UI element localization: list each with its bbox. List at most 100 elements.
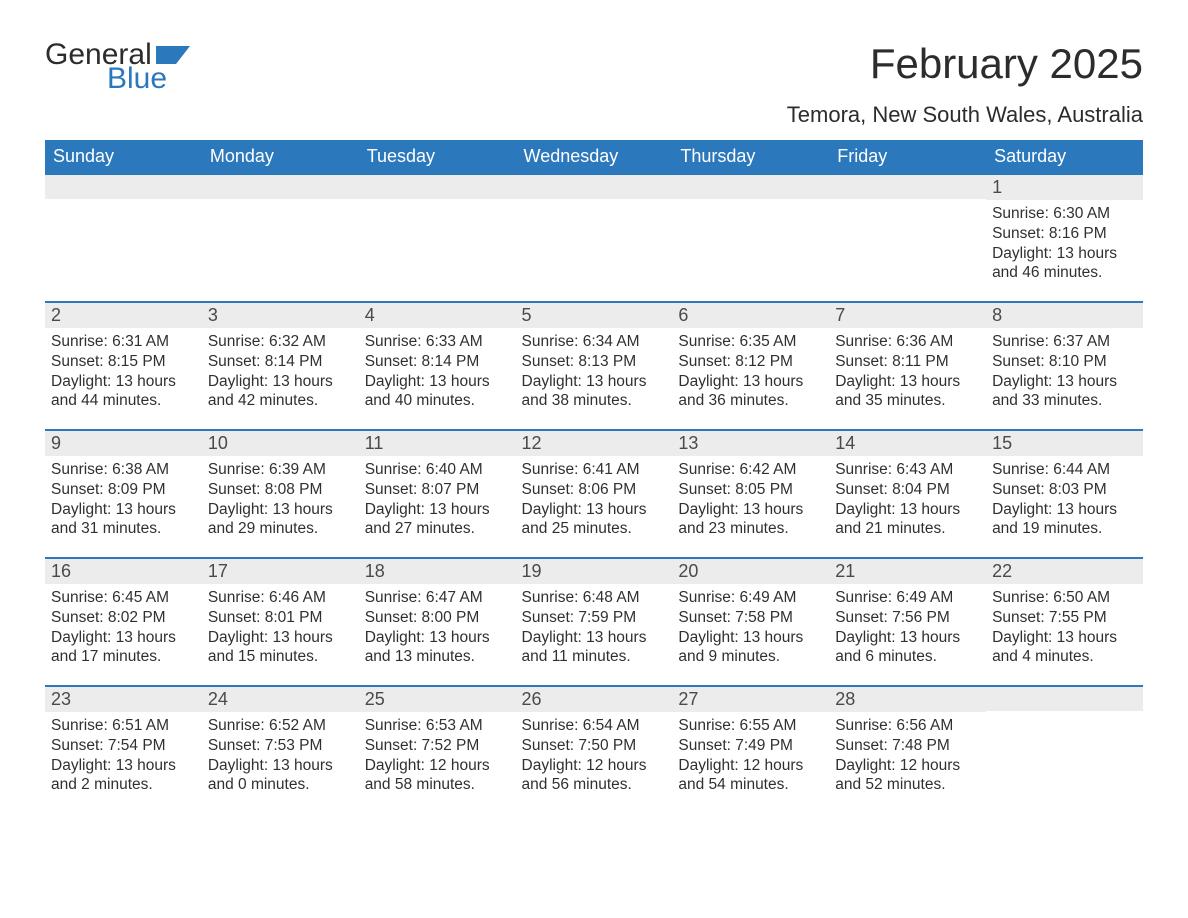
sunset-text: Sunset: 8:03 PM [992,480,1137,500]
empty-day-bar [516,173,673,199]
sunset-text: Sunset: 8:07 PM [365,480,510,500]
sunset-text: Sunset: 8:08 PM [208,480,353,500]
day-number: 14 [829,429,986,456]
sunrise-text: Sunrise: 6:51 AM [51,716,196,736]
daylight-text: Daylight: 13 hours and 2 minutes. [51,756,196,796]
day-details: Sunrise: 6:51 AMSunset: 7:54 PMDaylight:… [45,712,202,801]
sunrise-text: Sunrise: 6:49 AM [835,588,980,608]
calendar-cell [986,685,1143,801]
calendar-cell: 2Sunrise: 6:31 AMSunset: 8:15 PMDaylight… [45,301,202,429]
sunrise-text: Sunrise: 6:42 AM [678,460,823,480]
day-number: 9 [45,429,202,456]
day-number: 7 [829,301,986,328]
daylight-text: Daylight: 13 hours and 44 minutes. [51,372,196,412]
day-number: 24 [202,685,359,712]
calendar-cell: 24Sunrise: 6:52 AMSunset: 7:53 PMDayligh… [202,685,359,801]
calendar-cell: 10Sunrise: 6:39 AMSunset: 8:08 PMDayligh… [202,429,359,557]
sunset-text: Sunset: 8:14 PM [208,352,353,372]
day-details: Sunrise: 6:50 AMSunset: 7:55 PMDaylight:… [986,584,1143,673]
calendar-cell: 17Sunrise: 6:46 AMSunset: 8:01 PMDayligh… [202,557,359,685]
day-details: Sunrise: 6:38 AMSunset: 8:09 PMDaylight:… [45,456,202,545]
page-title: February 2025 [870,40,1143,88]
day-number: 15 [986,429,1143,456]
sunset-text: Sunset: 7:52 PM [365,736,510,756]
day-details: Sunrise: 6:43 AMSunset: 8:04 PMDaylight:… [829,456,986,545]
daylight-text: Daylight: 12 hours and 58 minutes. [365,756,510,796]
day-details: Sunrise: 6:49 AMSunset: 7:58 PMDaylight:… [672,584,829,673]
daylight-text: Daylight: 13 hours and 13 minutes. [365,628,510,668]
day-details: Sunrise: 6:42 AMSunset: 8:05 PMDaylight:… [672,456,829,545]
sunrise-text: Sunrise: 6:40 AM [365,460,510,480]
daylight-text: Daylight: 13 hours and 40 minutes. [365,372,510,412]
day-details: Sunrise: 6:36 AMSunset: 8:11 PMDaylight:… [829,328,986,417]
day-number: 28 [829,685,986,712]
day-number: 18 [359,557,516,584]
day-number: 13 [672,429,829,456]
sunset-text: Sunset: 7:53 PM [208,736,353,756]
sunrise-text: Sunrise: 6:31 AM [51,332,196,352]
day-details: Sunrise: 6:33 AMSunset: 8:14 PMDaylight:… [359,328,516,417]
sunset-text: Sunset: 8:16 PM [992,224,1137,244]
sunrise-text: Sunrise: 6:53 AM [365,716,510,736]
column-header: Saturday [986,140,1143,173]
daylight-text: Daylight: 13 hours and 21 minutes. [835,500,980,540]
logo: General Blue [45,40,190,94]
sunset-text: Sunset: 7:48 PM [835,736,980,756]
sunrise-text: Sunrise: 6:56 AM [835,716,980,736]
day-number: 1 [986,173,1143,200]
daylight-text: Daylight: 13 hours and 33 minutes. [992,372,1137,412]
location-subtitle: Temora, New South Wales, Australia [45,102,1143,128]
day-number: 10 [202,429,359,456]
calendar-table: SundayMondayTuesdayWednesdayThursdayFrid… [45,140,1143,801]
calendar-cell: 19Sunrise: 6:48 AMSunset: 7:59 PMDayligh… [516,557,673,685]
day-details: Sunrise: 6:39 AMSunset: 8:08 PMDaylight:… [202,456,359,545]
day-details: Sunrise: 6:46 AMSunset: 8:01 PMDaylight:… [202,584,359,673]
day-number: 21 [829,557,986,584]
day-number: 8 [986,301,1143,328]
calendar-cell [45,173,202,301]
day-number: 17 [202,557,359,584]
day-details: Sunrise: 6:44 AMSunset: 8:03 PMDaylight:… [986,456,1143,545]
calendar-cell: 8Sunrise: 6:37 AMSunset: 8:10 PMDaylight… [986,301,1143,429]
day-details: Sunrise: 6:52 AMSunset: 7:53 PMDaylight:… [202,712,359,801]
daylight-text: Daylight: 13 hours and 25 minutes. [522,500,667,540]
calendar-cell: 15Sunrise: 6:44 AMSunset: 8:03 PMDayligh… [986,429,1143,557]
day-number: 22 [986,557,1143,584]
day-details: Sunrise: 6:53 AMSunset: 7:52 PMDaylight:… [359,712,516,801]
calendar-cell [202,173,359,301]
daylight-text: Daylight: 13 hours and 19 minutes. [992,500,1137,540]
sunset-text: Sunset: 7:58 PM [678,608,823,628]
sunset-text: Sunset: 8:09 PM [51,480,196,500]
sunset-text: Sunset: 8:01 PM [208,608,353,628]
sunset-text: Sunset: 7:56 PM [835,608,980,628]
calendar-cell: 22Sunrise: 6:50 AMSunset: 7:55 PMDayligh… [986,557,1143,685]
day-number: 4 [359,301,516,328]
sunset-text: Sunset: 8:04 PM [835,480,980,500]
sunrise-text: Sunrise: 6:36 AM [835,332,980,352]
sunrise-text: Sunrise: 6:45 AM [51,588,196,608]
calendar-cell: 21Sunrise: 6:49 AMSunset: 7:56 PMDayligh… [829,557,986,685]
day-details: Sunrise: 6:48 AMSunset: 7:59 PMDaylight:… [516,584,673,673]
sunrise-text: Sunrise: 6:50 AM [992,588,1137,608]
column-header: Friday [829,140,986,173]
sunrise-text: Sunrise: 6:35 AM [678,332,823,352]
sunrise-text: Sunrise: 6:48 AM [522,588,667,608]
daylight-text: Daylight: 13 hours and 11 minutes. [522,628,667,668]
column-header: Wednesday [516,140,673,173]
daylight-text: Daylight: 13 hours and 4 minutes. [992,628,1137,668]
daylight-text: Daylight: 13 hours and 15 minutes. [208,628,353,668]
sunrise-text: Sunrise: 6:34 AM [522,332,667,352]
column-header: Sunday [45,140,202,173]
daylight-text: Daylight: 13 hours and 0 minutes. [208,756,353,796]
day-number: 11 [359,429,516,456]
empty-day-bar [359,173,516,199]
day-details: Sunrise: 6:30 AMSunset: 8:16 PMDaylight:… [986,200,1143,289]
daylight-text: Daylight: 12 hours and 52 minutes. [835,756,980,796]
daylight-text: Daylight: 13 hours and 17 minutes. [51,628,196,668]
daylight-text: Daylight: 12 hours and 54 minutes. [678,756,823,796]
empty-day-bar [202,173,359,199]
calendar-cell: 23Sunrise: 6:51 AMSunset: 7:54 PMDayligh… [45,685,202,801]
sunset-text: Sunset: 7:54 PM [51,736,196,756]
day-details: Sunrise: 6:47 AMSunset: 8:00 PMDaylight:… [359,584,516,673]
day-number: 27 [672,685,829,712]
